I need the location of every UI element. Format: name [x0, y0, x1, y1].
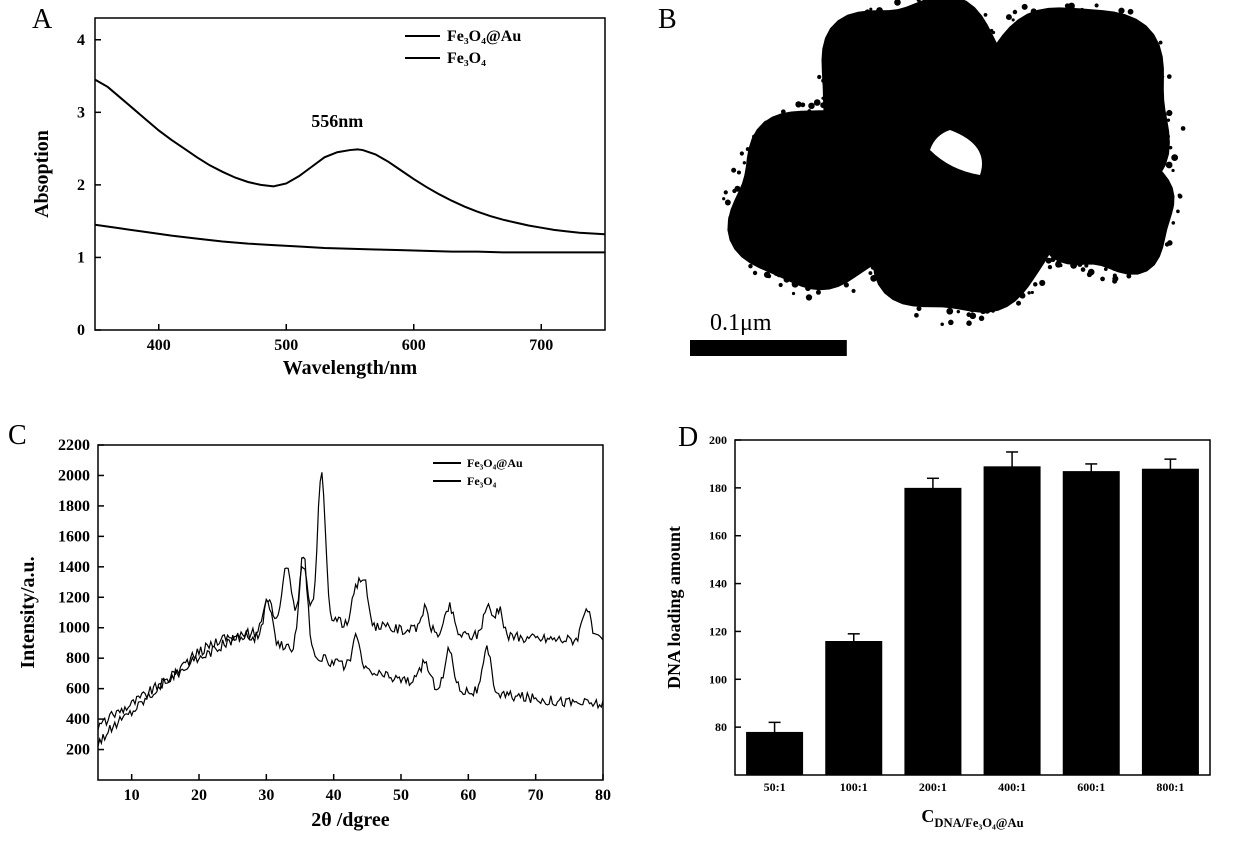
- svg-text:556nm: 556nm: [311, 111, 363, 131]
- svg-text:600:1: 600:1: [1077, 780, 1105, 794]
- panel-c: C 10 20 30 40 50 60 70 80 200 400 600 800 1000 1200 14…: [8, 420, 618, 840]
- svg-text:40: 40: [326, 787, 342, 804]
- svg-text:180: 180: [709, 481, 727, 495]
- svg-text:60: 60: [460, 787, 476, 804]
- svg-text:160: 160: [709, 529, 727, 543]
- svg-text:10: 10: [124, 787, 140, 804]
- panel-b-label: B: [658, 4, 677, 36]
- panel-d-label: D: [678, 422, 698, 454]
- svg-text:Wavelength/nm: Wavelength/nm: [283, 357, 418, 379]
- svg-text:400: 400: [66, 711, 90, 728]
- svg-text:200: 200: [709, 433, 727, 447]
- svg-text:Intensity/a.u.: Intensity/a.u.: [17, 556, 39, 668]
- svg-text:50: 50: [393, 787, 409, 804]
- svg-text:800: 800: [66, 650, 90, 667]
- svg-text:50:1: 50:1: [764, 780, 786, 794]
- svg-text:1800: 1800: [58, 498, 90, 515]
- svg-text:Fe₃O₄: Fe₃O₄: [447, 50, 486, 67]
- svg-text:200:1: 200:1: [919, 780, 947, 794]
- svg-text:200: 200: [66, 742, 90, 759]
- svg-text:120: 120: [709, 624, 727, 638]
- panel-a-chart: 400 500 600 700 0 1 2 3 4 Wavelength/nm Absoption 5…: [20, 0, 620, 390]
- svg-text:2200: 2200: [58, 437, 90, 454]
- svg-text:2: 2: [77, 177, 85, 194]
- svg-text:0: 0: [77, 322, 85, 339]
- panel-c-chart: 10 20 30 40 50 60 70 80 200 400 600 800 1000 1200 1400…: [8, 420, 618, 840]
- panel-c-label: C: [8, 420, 27, 452]
- panel-d: D 80 100 120 140 160 180 200 50:1 100:1 200:1 400:…: [650, 420, 1225, 840]
- svg-text:1: 1: [77, 249, 85, 266]
- svg-text:100: 100: [709, 672, 727, 686]
- panel-b-micrograph: 0.1μm: [650, 0, 1210, 380]
- svg-text:600: 600: [66, 681, 90, 698]
- svg-text:1400: 1400: [58, 559, 90, 576]
- svg-text:0.1μm: 0.1μm: [710, 310, 772, 336]
- svg-text:30: 30: [258, 787, 274, 804]
- svg-text:Fe₃O₄@Au: Fe₃O₄@Au: [467, 456, 523, 470]
- svg-text:1600: 1600: [58, 528, 90, 545]
- panel-a-label: A: [32, 4, 52, 36]
- svg-text:70: 70: [528, 787, 544, 804]
- svg-text:100:1: 100:1: [840, 780, 868, 794]
- svg-text:Fe₃O₄@Au: Fe₃O₄@Au: [447, 28, 521, 45]
- svg-text:DNA loading amount: DNA loading amount: [664, 526, 684, 689]
- svg-text:500: 500: [274, 337, 298, 354]
- svg-text:140: 140: [709, 577, 727, 591]
- panel-d-chart: 80 100 120 140 160 180 200 50:1 100:1 200:1 400:1 6…: [650, 420, 1225, 840]
- svg-text:600: 600: [402, 337, 426, 354]
- svg-text:80: 80: [715, 720, 727, 734]
- svg-text:Fe₃O₄: Fe₃O₄: [467, 474, 497, 488]
- svg-text:4: 4: [77, 32, 85, 49]
- svg-text:800:1: 800:1: [1156, 780, 1184, 794]
- panel-a: A 400 500 600 700 0 1 2 3 4 Wavelength/nm Absoptio…: [20, 0, 620, 390]
- svg-text:2θ /dgree: 2θ /dgree: [311, 809, 390, 831]
- svg-text:400: 400: [147, 337, 171, 354]
- svg-text:1200: 1200: [58, 589, 90, 606]
- svg-text:400:1: 400:1: [998, 780, 1026, 794]
- svg-text:80: 80: [595, 787, 611, 804]
- panel-b: B 0.1μm: [650, 0, 1210, 380]
- svg-text:CDNA/Fe₃O₄@Au: CDNA/Fe₃O₄@Au: [921, 806, 1023, 830]
- svg-text:1000: 1000: [58, 620, 90, 637]
- svg-text:Absoption: Absoption: [31, 130, 53, 218]
- svg-text:20: 20: [191, 787, 207, 804]
- svg-text:2000: 2000: [58, 467, 90, 484]
- svg-text:3: 3: [77, 104, 85, 121]
- svg-text:700: 700: [529, 337, 553, 354]
